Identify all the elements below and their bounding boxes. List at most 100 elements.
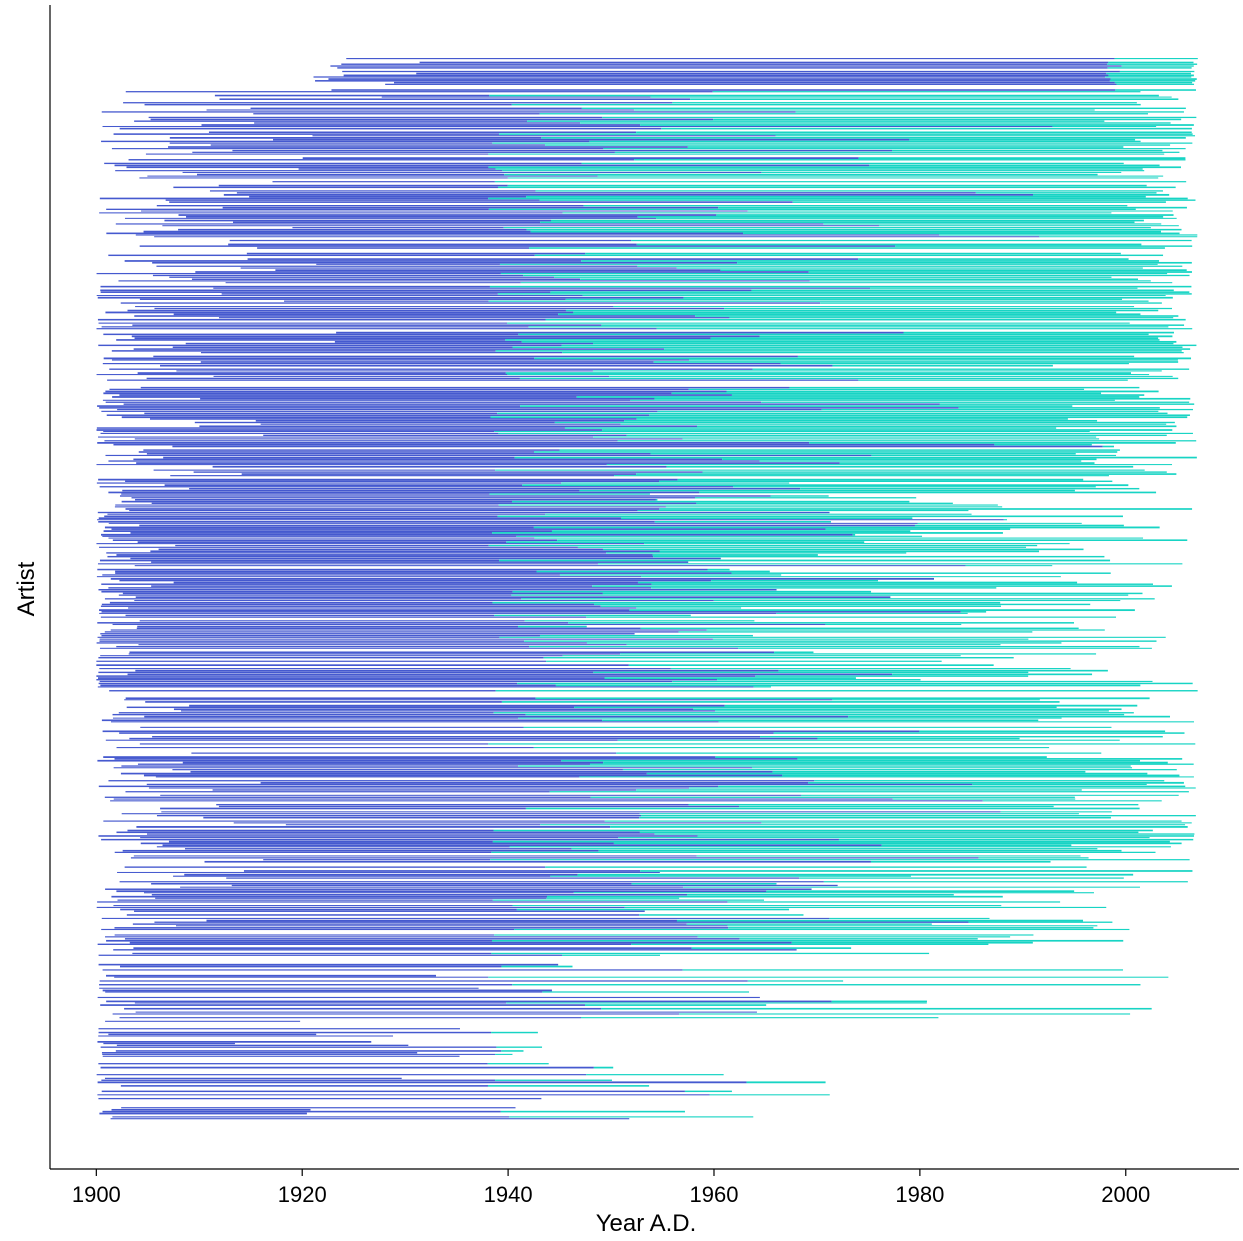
artist-bar bbox=[180, 886, 684, 888]
artist-bar bbox=[121, 493, 490, 495]
artist-bar bbox=[536, 570, 770, 573]
artist-bar bbox=[143, 230, 531, 233]
artist-bar bbox=[682, 438, 1100, 440]
artist-bar bbox=[782, 774, 1180, 777]
artist-bar bbox=[105, 739, 618, 741]
artist-bar bbox=[97, 296, 684, 299]
artist-bar bbox=[650, 96, 1172, 98]
artist-bar bbox=[525, 713, 1125, 716]
artist-bar bbox=[491, 851, 1156, 853]
artist-bar bbox=[255, 419, 625, 422]
artist-bar bbox=[791, 941, 1033, 944]
artist-bar bbox=[104, 1077, 402, 1080]
artist-bar bbox=[573, 311, 1117, 314]
artist-bar bbox=[978, 857, 1089, 859]
artist-bar bbox=[100, 633, 635, 635]
artist-bar bbox=[879, 225, 1179, 227]
artist-bar bbox=[128, 653, 621, 655]
artist-bar bbox=[752, 767, 1133, 769]
artist-bar bbox=[562, 954, 661, 956]
artist-bar bbox=[114, 976, 489, 978]
artist-bar bbox=[105, 454, 872, 457]
artist-bar bbox=[101, 917, 830, 919]
artist-bar bbox=[169, 137, 542, 139]
artist-bar bbox=[154, 921, 969, 923]
artist-bar bbox=[975, 192, 1157, 194]
artist-bar bbox=[114, 927, 729, 929]
artist-bar bbox=[543, 656, 1014, 659]
artist-bar bbox=[1052, 125, 1157, 128]
artist-bar bbox=[110, 800, 983, 802]
artist-bar bbox=[164, 219, 551, 222]
artist-bar bbox=[151, 894, 688, 896]
artist-bar bbox=[761, 171, 1122, 173]
artist-bar bbox=[523, 726, 1112, 728]
artist-bar bbox=[111, 895, 548, 898]
artist-bar bbox=[160, 794, 801, 796]
artist-bar bbox=[98, 344, 562, 347]
artist-bar bbox=[199, 425, 698, 428]
artist-bar bbox=[509, 1116, 754, 1118]
artist-bar bbox=[110, 1118, 630, 1120]
artist-bar bbox=[533, 526, 1160, 529]
artist-bar bbox=[524, 620, 755, 622]
artist-bar bbox=[498, 504, 998, 506]
artist-bar bbox=[102, 1110, 501, 1113]
artist-bar bbox=[133, 458, 723, 461]
artist-bar bbox=[639, 813, 1079, 815]
artist-bar bbox=[136, 462, 840, 464]
artist-bar bbox=[222, 206, 719, 209]
artist-bar bbox=[564, 427, 1057, 429]
artist-bar bbox=[808, 271, 1192, 273]
artist-bar bbox=[639, 816, 1111, 819]
artist-bar bbox=[101, 533, 853, 536]
artist-bar bbox=[688, 803, 1139, 806]
artist-bar bbox=[621, 517, 913, 520]
x-axis-ticks: 1900 1920 1940 1960 1980 2000 bbox=[72, 1169, 1150, 1207]
artist-bar bbox=[493, 712, 1134, 714]
artist-bar bbox=[499, 133, 1193, 135]
artist-bar bbox=[499, 559, 1111, 562]
artist-bar bbox=[116, 747, 534, 749]
artist-bar bbox=[132, 923, 687, 925]
artist-bar bbox=[119, 394, 732, 396]
artist-bar bbox=[677, 478, 1084, 481]
artist-bar bbox=[512, 590, 872, 593]
artist-bar bbox=[512, 346, 1183, 349]
artist-bar bbox=[659, 480, 1113, 483]
artist-bar bbox=[521, 340, 1177, 343]
artist-bar bbox=[99, 640, 525, 642]
artist-bar bbox=[260, 423, 621, 425]
artist-bar bbox=[881, 844, 1072, 847]
artist-bar bbox=[624, 419, 1098, 422]
artist-bar bbox=[678, 631, 1033, 633]
artist-bar bbox=[743, 232, 1180, 235]
artist-bar bbox=[101, 1052, 418, 1054]
artist-bar bbox=[501, 1050, 524, 1052]
x-tick-label: 1960 bbox=[690, 1182, 739, 1207]
artist-bar bbox=[212, 789, 637, 791]
artist-bar bbox=[182, 761, 604, 764]
artist-bar bbox=[1106, 72, 1191, 75]
artist-bar bbox=[604, 677, 856, 679]
artist-bar bbox=[134, 565, 966, 567]
artist-bar bbox=[717, 679, 921, 681]
artist-bar bbox=[640, 870, 1193, 872]
artist-bar bbox=[659, 550, 1040, 553]
artist-bar bbox=[108, 587, 652, 589]
artist-bar bbox=[116, 1044, 409, 1047]
artist-bar bbox=[189, 487, 801, 490]
x-tick-label: 1900 bbox=[72, 1182, 121, 1207]
artist-bar bbox=[100, 285, 490, 288]
artist-bar bbox=[151, 585, 593, 587]
artist-bar bbox=[96, 272, 501, 275]
artist-bar bbox=[313, 76, 1106, 78]
artist-bar bbox=[718, 785, 1186, 788]
artist-bar bbox=[654, 521, 831, 523]
artist-bar bbox=[555, 684, 1141, 687]
artist-bar bbox=[184, 873, 578, 876]
artist-bar bbox=[124, 1007, 602, 1010]
artist-bar bbox=[141, 210, 748, 212]
artist-bar bbox=[114, 758, 798, 760]
artist-bar bbox=[213, 287, 871, 289]
